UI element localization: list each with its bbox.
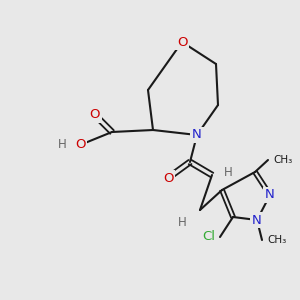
Text: N: N: [265, 188, 275, 202]
Text: CH₃: CH₃: [273, 155, 292, 165]
Text: H: H: [224, 166, 232, 178]
Text: Cl: Cl: [202, 230, 215, 244]
Text: CH₃: CH₃: [267, 235, 286, 245]
Text: N: N: [192, 128, 202, 142]
Text: O: O: [163, 172, 173, 184]
Text: N: N: [252, 214, 262, 226]
Text: O: O: [177, 35, 187, 49]
Text: H: H: [58, 139, 66, 152]
Text: O: O: [75, 139, 85, 152]
Text: H: H: [178, 215, 186, 229]
Text: O: O: [90, 109, 100, 122]
